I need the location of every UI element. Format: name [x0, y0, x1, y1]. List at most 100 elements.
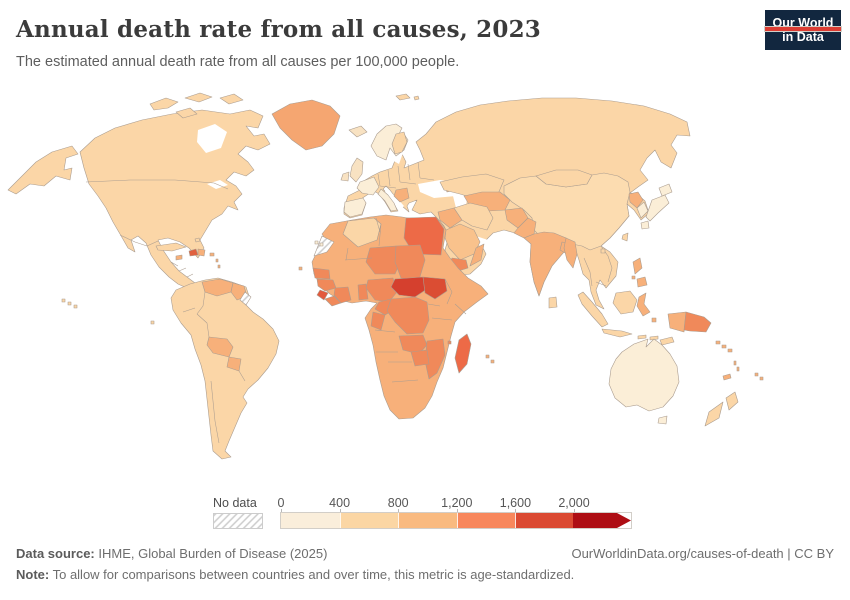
country-france[interactable]	[356, 176, 380, 196]
country-madagascar[interactable]	[454, 333, 472, 374]
no-data-hatch-icon	[214, 514, 262, 528]
country-timor[interactable]	[659, 336, 675, 346]
country-united-kingdom[interactable]	[349, 157, 364, 183]
legend-no-data-label: No data	[213, 496, 257, 510]
country-western-sahara[interactable]	[313, 235, 335, 257]
country-bahamas[interactable]	[194, 237, 201, 243]
country-spain-portugal[interactable]	[343, 197, 367, 218]
country-sumatra[interactable]	[577, 291, 609, 328]
country-guinea[interactable]	[316, 278, 337, 292]
country-maluku[interactable]	[651, 317, 657, 323]
country-japan[interactable]	[640, 183, 673, 230]
data-source-value: IHME, Global Burden of Disease (2025)	[94, 546, 328, 561]
country-canada-usa-mexico[interactable]	[79, 109, 271, 290]
country-zambia[interactable]	[398, 334, 428, 355]
chart-subtitle: The estimated annual death rate from all…	[16, 54, 460, 70]
country-mauritius[interactable]	[485, 354, 495, 364]
country-iceland[interactable]	[348, 125, 368, 138]
country-drc[interactable]	[386, 296, 430, 335]
owid-citation-link[interactable]: OurWorldinData.org/causes-of-death | CC …	[571, 546, 834, 561]
legend-no-data-swatch[interactable]	[213, 513, 263, 529]
country-vanuatu[interactable]	[733, 360, 740, 372]
country-chad[interactable]	[394, 244, 426, 281]
country-haiti[interactable]	[188, 248, 199, 257]
country-sri-lanka[interactable]	[548, 296, 558, 309]
note-text: To allow for comparisons between countri…	[49, 567, 575, 582]
owid-logo-accent-bar	[764, 26, 842, 32]
country-iran[interactable]	[453, 202, 494, 231]
legend-tick-mark	[281, 509, 282, 513]
legend-bin-1,600–2,000[interactable]	[515, 513, 574, 528]
country-ireland[interactable]	[340, 171, 350, 182]
country-india[interactable]	[523, 231, 571, 297]
country-papua-indonesia[interactable]	[667, 311, 687, 333]
country-new-caledonia[interactable]	[722, 373, 732, 381]
country-australia[interactable]	[608, 338, 680, 412]
owid-logo[interactable]: Our World in Data	[764, 10, 842, 50]
country-south-sudan[interactable]	[422, 276, 448, 300]
country-taiwan[interactable]	[621, 232, 629, 242]
country-solomon-islands[interactable]	[715, 340, 733, 353]
border-africa	[344, 217, 467, 383]
country-hawaii[interactable]	[61, 298, 78, 309]
border-south-america	[182, 291, 246, 444]
country-finland[interactable]	[391, 131, 408, 155]
country-hainan[interactable]	[600, 248, 606, 254]
country-canadian-arctic[interactable]	[149, 92, 244, 119]
country-sierra-leone[interactable]	[316, 289, 329, 301]
country-cape-verde[interactable]	[298, 266, 303, 271]
country-alaska[interactable]	[7, 145, 79, 195]
data-source-label: Data source:	[16, 546, 95, 561]
country-new-zealand[interactable]	[704, 391, 739, 427]
country-lesser-antilles[interactable]	[215, 258, 221, 269]
legend-bin-0–400[interactable]	[281, 513, 340, 528]
country-italy[interactable]	[377, 188, 398, 212]
country-borneo[interactable]	[612, 290, 638, 315]
legend-tick-label: 1,600	[499, 496, 532, 510]
country-comoros[interactable]	[447, 340, 452, 345]
legend-tick-mark	[515, 509, 517, 513]
country-tasmania[interactable]	[657, 415, 668, 425]
country-galapagos[interactable]	[150, 320, 155, 325]
country-north-korea[interactable]	[628, 191, 644, 209]
data-source-line: Data source: IHME, Global Burden of Dise…	[16, 546, 327, 561]
country-senegal[interactable]	[312, 267, 331, 280]
legend-bin-open-ended[interactable]	[572, 513, 631, 528]
country-balkans[interactable]	[393, 187, 410, 203]
country-svalbard[interactable]	[395, 93, 420, 101]
note-label: Note:	[16, 567, 50, 582]
country-papua-new-guinea[interactable]	[683, 311, 712, 333]
country-togo-benin[interactable]	[357, 283, 369, 301]
country-mongolia[interactable]	[535, 169, 593, 188]
owid-logo-line2: in Data	[782, 30, 824, 44]
country-iraq-syria[interactable]	[437, 207, 463, 229]
country-zimbabwe[interactable]	[410, 349, 430, 367]
country-jamaica[interactable]	[175, 254, 183, 261]
legend-bin-800–1,200[interactable]	[398, 513, 457, 528]
country-philippines[interactable]	[631, 257, 648, 288]
legend-bin-400–800[interactable]	[339, 513, 399, 528]
country-java[interactable]	[601, 328, 633, 338]
country-congo[interactable]	[370, 311, 386, 331]
world-choropleth-map	[7, 92, 764, 460]
country-oman[interactable]	[469, 243, 485, 267]
country-lesser-sunda[interactable]	[637, 334, 659, 341]
country-sulawesi[interactable]	[636, 292, 651, 317]
country-algeria[interactable]	[342, 217, 382, 248]
page-title: Annual death rate from all causes, 2023	[16, 16, 541, 43]
country-south-america[interactable]	[170, 277, 280, 460]
country-greenland[interactable]	[271, 99, 341, 151]
country-cuba[interactable]	[155, 242, 187, 252]
country-myanmar[interactable]	[563, 237, 578, 269]
country-canary-islands[interactable]	[314, 240, 324, 247]
legend-tick-mark	[339, 509, 341, 513]
country-fiji[interactable]	[754, 372, 764, 381]
legend-bin-1,200–1,600[interactable]	[456, 513, 516, 528]
map-legend: No data 0 400 800 1,200 1,600 2,000	[213, 496, 632, 532]
legend-tick-label: 400	[329, 496, 351, 510]
country-cote-divoire[interactable]	[333, 286, 352, 304]
country-french-guiana[interactable]	[239, 291, 252, 306]
country-dominican-republic[interactable]	[197, 248, 206, 257]
country-puerto-rico[interactable]	[209, 252, 215, 257]
legend-tick-mark	[398, 509, 400, 513]
